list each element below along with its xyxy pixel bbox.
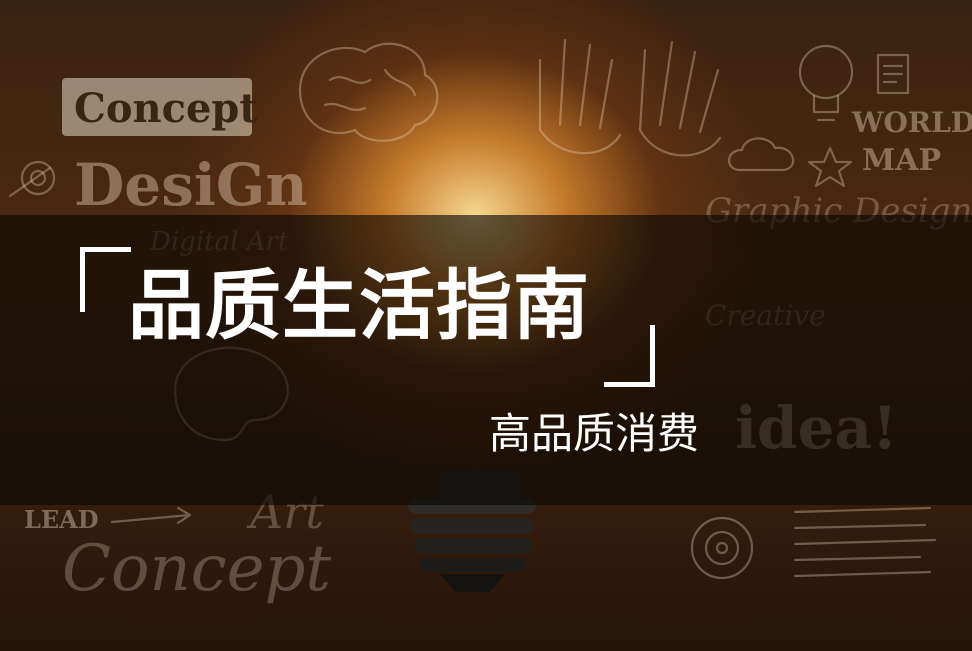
cloud-icon	[727, 137, 795, 172]
document-icon	[876, 53, 910, 95]
brain-icon	[298, 42, 439, 142]
doodle-lead: LEAD	[24, 505, 99, 534]
doodle-map: MAP	[862, 143, 941, 178]
notes-scribble	[793, 506, 937, 578]
open-corner-bracket	[80, 247, 131, 312]
doodle-world: WORLD	[851, 106, 972, 139]
target-icon-bottom	[690, 516, 754, 580]
hands-icon	[538, 38, 722, 157]
star-icon	[807, 146, 853, 188]
doodle-concept-bottom: Concept	[62, 532, 331, 606]
concept-label-box	[62, 78, 252, 136]
arrow-icon	[110, 506, 192, 525]
banner-subtitle: 高品质消费	[489, 409, 700, 458]
doodle-design: DesiGn	[74, 151, 308, 219]
title-overlay-band	[0, 215, 972, 505]
doodle-concept-label: Concept	[74, 85, 258, 132]
target-icon	[8, 160, 56, 198]
small-bulb-icon	[798, 44, 854, 122]
banner-title: 品质生活指南	[128, 261, 590, 350]
close-corner-bracket	[604, 325, 655, 387]
